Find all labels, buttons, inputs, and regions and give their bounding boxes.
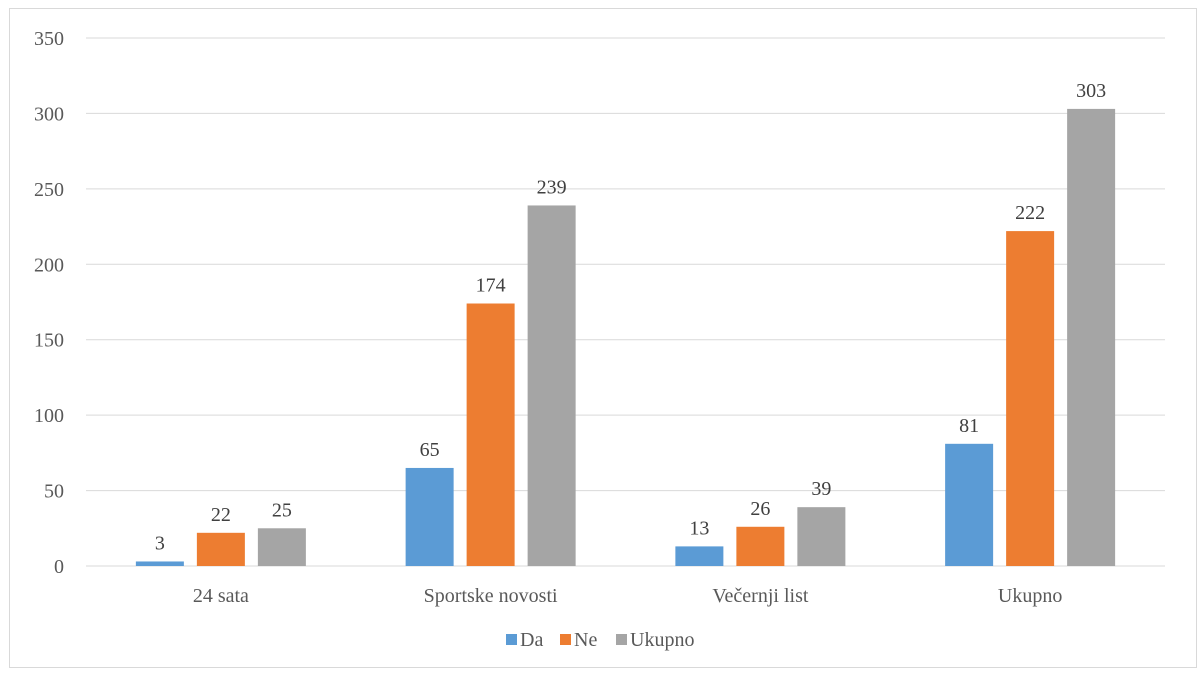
bar-da-0 — [135, 561, 184, 566]
gridlines — [86, 37, 1165, 567]
legend-label: Ukupno — [630, 629, 694, 651]
bar-ne-2 — [736, 526, 785, 566]
bar-ukupno-2 — [797, 507, 846, 566]
data-label: 25 — [272, 499, 292, 521]
bar-da-2 — [675, 546, 724, 566]
data-label: 13 — [689, 517, 709, 539]
data-label: 239 — [537, 176, 567, 198]
y-tick-label: 0 — [54, 556, 64, 578]
x-category-label: Večernji list — [712, 585, 809, 607]
bar-ukupno-3 — [1067, 108, 1116, 566]
data-label: 303 — [1076, 80, 1106, 102]
data-label: 81 — [959, 415, 979, 437]
data-label: 174 — [476, 275, 506, 297]
bar-da-3 — [945, 443, 994, 566]
y-tick-label: 100 — [34, 405, 64, 427]
x-category-label: Ukupno — [998, 585, 1062, 607]
legend-label: Ne — [574, 629, 597, 651]
legend-swatch-da — [506, 634, 517, 645]
bar-da-1 — [405, 467, 454, 566]
legend-label: Da — [520, 629, 543, 651]
y-tick-label: 350 — [34, 28, 64, 50]
bar-ukupno-0 — [257, 528, 306, 566]
x-axis-categories: 24 sata Sportske novosti Večernji list Ukup… — [193, 585, 1063, 607]
y-tick-label: 300 — [34, 103, 64, 125]
legend: Da Ne Ukupno — [506, 629, 694, 651]
x-category-label: 24 sata — [193, 585, 249, 607]
bar-ne-3 — [1006, 231, 1055, 566]
data-labels: 3 22 25 65 174 239 13 26 39 81 222 303 — [155, 80, 1106, 555]
bar-ne-0 — [196, 532, 245, 566]
y-tick-label: 250 — [34, 179, 64, 201]
data-label: 3 — [155, 532, 165, 554]
bar-ne-1 — [466, 303, 515, 566]
data-label: 222 — [1015, 202, 1045, 224]
y-tick-label: 50 — [44, 481, 64, 503]
x-category-label: Sportske novosti — [424, 585, 558, 607]
y-tick-label: 150 — [34, 330, 64, 352]
bars — [135, 108, 1116, 567]
data-label: 26 — [750, 498, 770, 520]
y-tick-label: 200 — [34, 254, 64, 276]
legend-swatch-ne — [560, 634, 571, 645]
data-label: 22 — [211, 504, 231, 526]
bar-ukupno-1 — [527, 205, 576, 567]
data-label: 65 — [420, 439, 440, 461]
y-axis-ticks: 0 50 100 150 200 250 300 350 — [34, 28, 64, 578]
legend-swatch-ukupno — [616, 634, 627, 645]
data-label: 39 — [811, 478, 831, 500]
